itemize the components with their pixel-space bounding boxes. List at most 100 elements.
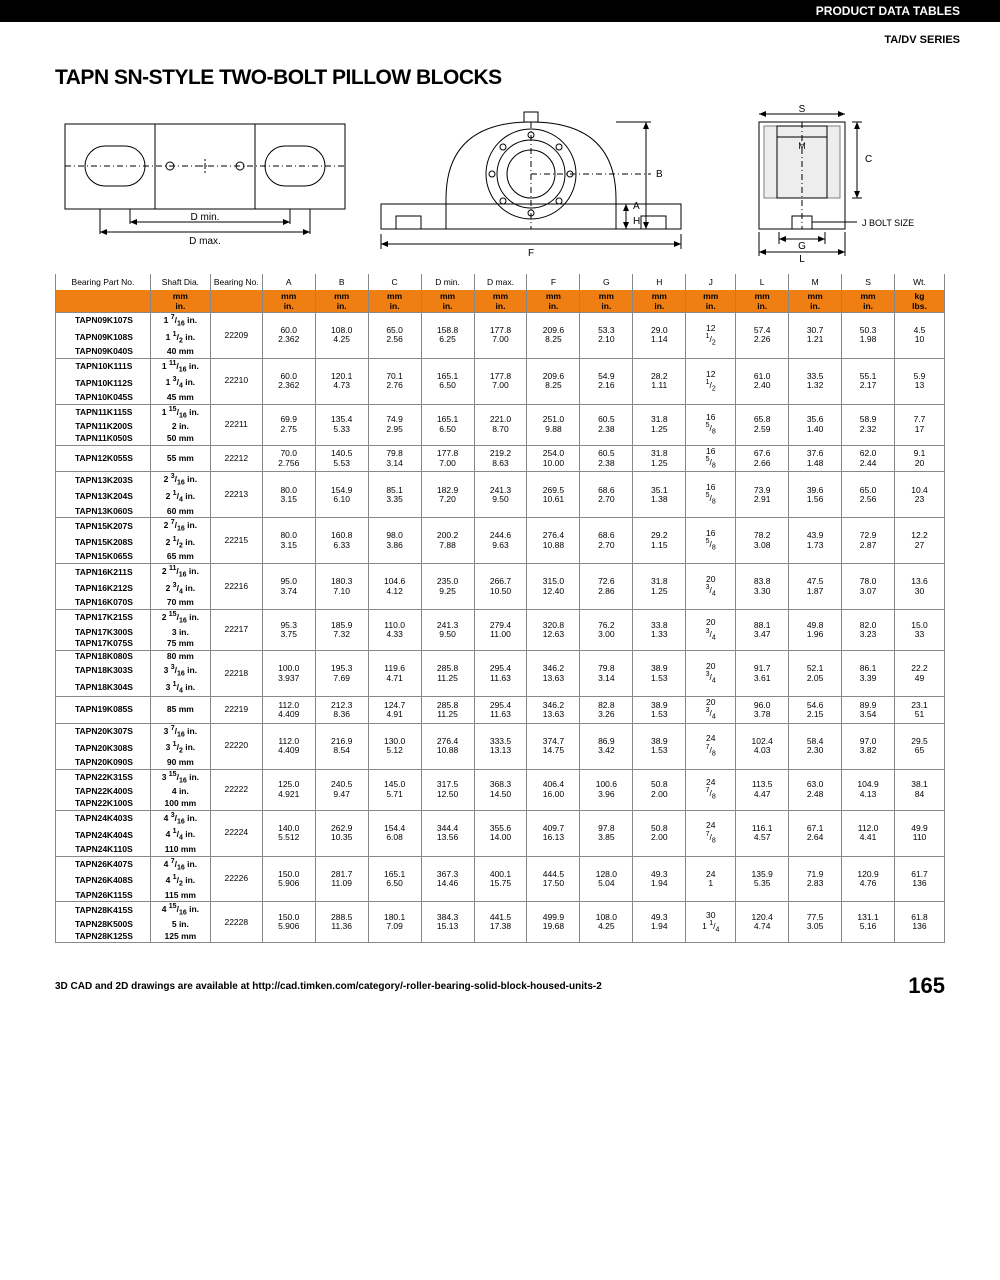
dim-cell: 124.74.91: [368, 697, 421, 724]
shaft-dia: 40 mm: [150, 346, 210, 358]
dim-cell: 130.05.12: [368, 723, 421, 769]
page-number: 165: [908, 973, 945, 999]
svg-text:F: F: [528, 248, 534, 259]
dim-cell: 29.565: [895, 723, 945, 769]
dim-cell: 85.13.35: [368, 472, 421, 518]
dim-cell: 145.05.71: [368, 769, 421, 810]
part-no: TAPN18K304S: [56, 680, 151, 697]
part-no: TAPN22K100S: [56, 798, 151, 810]
svg-text:J BOLT SIZE: J BOLT SIZE: [862, 218, 914, 228]
dim-cell: 116.14.57: [736, 810, 789, 856]
col-unit: mmin.: [736, 290, 789, 313]
dim-cell: 104.94.13: [842, 769, 895, 810]
table-row: TAPN28K415S4 15/16 in.22228150.05.906288…: [56, 902, 945, 919]
dim-cell: 102.44.03: [736, 723, 789, 769]
dim-cell: 4.510: [895, 313, 945, 359]
dim-cell: 98.03.86: [368, 518, 421, 564]
dim-cell: 61.7136: [895, 856, 945, 902]
shaft-dia: 3 3/16 in.: [150, 663, 210, 680]
dim-cell: 251.09.88: [527, 404, 580, 445]
col-unit: mmin.: [842, 290, 895, 313]
shaft-dia: 70 mm: [150, 597, 210, 609]
dim-cell: 120.14.73: [315, 358, 368, 404]
bearing-no: 22228: [210, 902, 262, 943]
dim-cell: 441.517.38: [474, 902, 527, 943]
dim-cell: 209.68.25: [527, 313, 580, 359]
dim-cell: 54.62.15: [789, 697, 842, 724]
bearing-no: 22217: [210, 610, 262, 651]
dim-cell: 165/8: [686, 518, 736, 564]
part-no: TAPN26K408S: [56, 873, 151, 890]
dim-cell: 49.9110: [895, 810, 945, 856]
dim-cell: 83.83.30: [736, 564, 789, 610]
dim-cell: 180.37.10: [315, 564, 368, 610]
dim-cell: 33.81.33: [633, 610, 686, 651]
dim-cell: 65.02.56: [842, 472, 895, 518]
dim-cell: 72.62.86: [580, 564, 633, 610]
dim-cell: 86.13.39: [842, 651, 895, 697]
dim-cell: 406.416.00: [527, 769, 580, 810]
col-header: H: [633, 274, 686, 290]
shaft-dia: 2 11/16 in.: [150, 564, 210, 581]
dim-cell: 31.81.25: [633, 564, 686, 610]
dim-cell: 38.91.53: [633, 697, 686, 724]
table-row: TAPN19K085S85 mm22219112.04.409212.38.36…: [56, 697, 945, 724]
dim-cell: 108.04.25: [315, 313, 368, 359]
dim-cell: 221.08.70: [474, 404, 527, 445]
shaft-dia: 2 3/4 in.: [150, 581, 210, 598]
bearing-no: 22215: [210, 518, 262, 564]
dim-cell: 60.02.362: [262, 313, 315, 359]
shaft-dia: 75 mm: [150, 638, 210, 650]
dim-cell: 320.812.63: [527, 610, 580, 651]
col-header: M: [789, 274, 842, 290]
dim-cell: 444.517.50: [527, 856, 580, 902]
shaft-dia: 3 15/16 in.: [150, 769, 210, 786]
dim-cell: 70.12.76: [368, 358, 421, 404]
dim-cell: 79.83.14: [368, 445, 421, 472]
col-header: Wt.: [895, 274, 945, 290]
dim-cell: 78.03.07: [842, 564, 895, 610]
dim-cell: 7.717: [895, 404, 945, 445]
dim-cell: 384.315.13: [421, 902, 474, 943]
col-header: Bearing No.: [210, 274, 262, 290]
dim-cell: 209.68.25: [527, 358, 580, 404]
dim-cell: 295.411.63: [474, 651, 527, 697]
shaft-dia: 1 3/4 in.: [150, 375, 210, 392]
shaft-dia: 3 7/16 in.: [150, 723, 210, 740]
table-row: TAPN09K107S1 7/16 in.2220960.02.362108.0…: [56, 313, 945, 330]
dim-cell: 49.81.96: [789, 610, 842, 651]
dim-cell: 95.03.74: [262, 564, 315, 610]
shaft-dia: 2 in.: [150, 421, 210, 433]
col-header: D max.: [474, 274, 527, 290]
dim-cell: 150.05.906: [262, 856, 315, 902]
dim-cell: 60.52.38: [580, 445, 633, 472]
col-unit: mmin.: [262, 290, 315, 313]
dim-cell: 185.97.32: [315, 610, 368, 651]
dim-cell: 61.8136: [895, 902, 945, 943]
dim-cell: 203/4: [686, 610, 736, 651]
dim-cell: 91.73.61: [736, 651, 789, 697]
dim-cell: 60.02.362: [262, 358, 315, 404]
svg-text:H: H: [633, 216, 640, 227]
part-no: TAPN15K065S: [56, 551, 151, 563]
dim-cell: 86.93.42: [580, 723, 633, 769]
dim-cell: 269.510.61: [527, 472, 580, 518]
dim-cell: 35.61.40: [789, 404, 842, 445]
dim-cell: 96.03.78: [736, 697, 789, 724]
page-content: TAPN SN-STYLE TWO-BOLT PILLOW BLOCKS: [0, 46, 1000, 953]
dim-cell: 89.93.54: [842, 697, 895, 724]
dim-cell: 368.314.50: [474, 769, 527, 810]
series-label: TA/DV SERIES: [0, 22, 1000, 46]
shaft-dia: 55 mm: [150, 445, 210, 472]
table-row: TAPN11K115S1 15/16 in.2221169.92.75135.4…: [56, 404, 945, 421]
dim-cell: 76.23.00: [580, 610, 633, 651]
dim-cell: 128.05.04: [580, 856, 633, 902]
shaft-dia: 60 mm: [150, 506, 210, 518]
col-header: Shaft Dia.: [150, 274, 210, 290]
dim-cell: 69.92.75: [262, 404, 315, 445]
shaft-dia: 4 1/2 in.: [150, 873, 210, 890]
shaft-dia: 4 3/16 in.: [150, 810, 210, 827]
shaft-dia: 100 mm: [150, 798, 210, 810]
table-row: TAPN22K315S3 15/16 in.22222125.04.921240…: [56, 769, 945, 786]
bearing-no: 22209: [210, 313, 262, 359]
